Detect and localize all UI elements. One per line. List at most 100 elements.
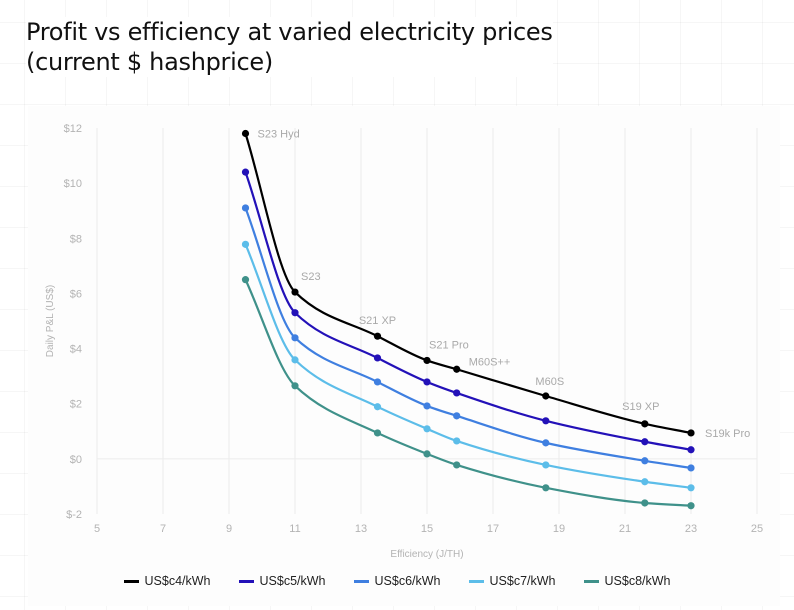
data-point[interactable] (423, 425, 431, 433)
legend-item[interactable]: US$c6/kWh (353, 574, 441, 588)
legend-label: US$c7/kWh (489, 574, 556, 588)
data-point[interactable] (687, 484, 695, 492)
x-tick-label: 5 (94, 523, 100, 535)
point-label: M60S++ (469, 356, 511, 368)
y-tick-label: $0 (70, 454, 82, 466)
data-point[interactable] (453, 437, 461, 445)
data-point[interactable] (542, 484, 550, 492)
data-point[interactable] (373, 354, 382, 362)
data-point[interactable] (241, 204, 250, 212)
x-tick-label: 25 (751, 523, 763, 535)
legend: US$c4/kWh US$c5/kWh US$c6/kWh US$c7/kWh US$c… (0, 574, 794, 588)
legend-swatch (353, 579, 369, 583)
data-point[interactable] (373, 429, 382, 437)
series-US$c5/kWh (241, 168, 695, 454)
point-label: S23 Hyd (258, 129, 300, 141)
y-tick-label: $6 (70, 288, 82, 300)
series-line (244, 279, 692, 507)
data-point[interactable] (687, 446, 695, 454)
data-point[interactable] (241, 168, 250, 176)
y-axis-ticks: $12 $10 $8 $6 $4 $2 $0 $-2 (64, 123, 82, 521)
legend-swatch (583, 579, 599, 583)
series-US$c7/kWh (241, 240, 695, 492)
y-tick-label: $8 (70, 233, 82, 245)
data-point[interactable] (641, 499, 649, 507)
y-tick-label: $-2 (66, 509, 82, 521)
series-US$c4/kWh (241, 129, 695, 437)
series-lines (241, 129, 695, 510)
y-axis-label: Daily P&L (US$) (45, 285, 56, 357)
data-point[interactable] (291, 288, 299, 296)
point-label: M60S (535, 376, 564, 388)
x-tick-label: 15 (421, 523, 433, 535)
data-point[interactable] (291, 334, 299, 342)
data-point[interactable] (291, 356, 299, 364)
y-tick-label: $10 (64, 178, 82, 190)
data-point[interactable] (542, 392, 550, 400)
y-tick-label: $2 (70, 399, 82, 411)
series-US$c8/kWh (241, 276, 695, 510)
data-point[interactable] (241, 240, 250, 248)
data-point[interactable] (241, 129, 250, 138)
data-point[interactable] (687, 464, 695, 472)
data-point[interactable] (373, 403, 382, 411)
data-point[interactable] (641, 438, 649, 446)
data-point[interactable] (687, 429, 695, 437)
x-tick-label: 13 (355, 523, 367, 535)
data-point[interactable] (641, 457, 649, 465)
point-label: S19 XP (622, 401, 659, 413)
point-label: S21 Pro (429, 339, 469, 351)
series-US$c6/kWh (241, 204, 695, 472)
x-tick-label: 17 (487, 523, 499, 535)
data-point[interactable] (641, 478, 649, 486)
data-point[interactable] (641, 420, 649, 428)
data-point[interactable] (542, 461, 550, 469)
data-point[interactable] (687, 502, 695, 510)
data-point[interactable] (542, 417, 550, 425)
legend-swatch (123, 579, 139, 583)
legend-swatch (468, 579, 484, 583)
data-point[interactable] (453, 365, 461, 373)
legend-item[interactable]: US$c8/kWh (583, 574, 671, 588)
legend-item[interactable]: US$c7/kWh (468, 574, 556, 588)
chart-title-line-1: Profit vs efficiency at varied electrici… (26, 18, 553, 46)
data-point[interactable] (423, 450, 431, 458)
data-point[interactable] (453, 389, 461, 397)
legend-label: US$c8/kWh (604, 574, 671, 588)
data-point[interactable] (453, 461, 461, 469)
legend-label: US$c6/kWh (374, 574, 441, 588)
chart-title: Profit vs efficiency at varied electrici… (26, 17, 553, 77)
x-tick-label: 23 (685, 523, 697, 535)
legend-item[interactable]: US$c5/kWh (238, 574, 326, 588)
data-point[interactable] (291, 382, 299, 390)
data-point[interactable] (373, 332, 382, 340)
x-tick-label: 19 (553, 523, 565, 535)
x-tick-label: 9 (226, 523, 232, 535)
data-point[interactable] (373, 378, 382, 386)
point-label: S21 XP (359, 315, 396, 327)
x-tick-label: 7 (160, 523, 166, 535)
data-point[interactable] (423, 378, 431, 386)
data-point[interactable] (291, 309, 299, 317)
x-axis-ticks: 5 7 9 11 13 15 17 19 21 23 25 (94, 523, 763, 535)
point-label: S23 (301, 271, 321, 283)
x-axis-label: Efficiency (J/TH) (390, 549, 463, 560)
series-line (244, 133, 692, 435)
series-line (244, 207, 692, 470)
legend-label: US$c4/kWh (144, 574, 211, 588)
legend-swatch (238, 579, 254, 583)
x-tick-label: 21 (619, 523, 631, 535)
legend-item[interactable]: US$c4/kWh (123, 574, 211, 588)
chart-card (28, 106, 780, 606)
data-point[interactable] (453, 412, 461, 420)
x-tick-label: 11 (289, 523, 300, 535)
legend-label: US$c5/kWh (259, 574, 326, 588)
data-point[interactable] (423, 402, 431, 410)
y-tick-label: $12 (64, 123, 82, 135)
data-point[interactable] (241, 276, 250, 284)
data-point[interactable] (542, 439, 550, 447)
point-label: S19k Pro (705, 428, 750, 440)
y-tick-label: $4 (70, 344, 82, 356)
data-point[interactable] (423, 356, 431, 365)
